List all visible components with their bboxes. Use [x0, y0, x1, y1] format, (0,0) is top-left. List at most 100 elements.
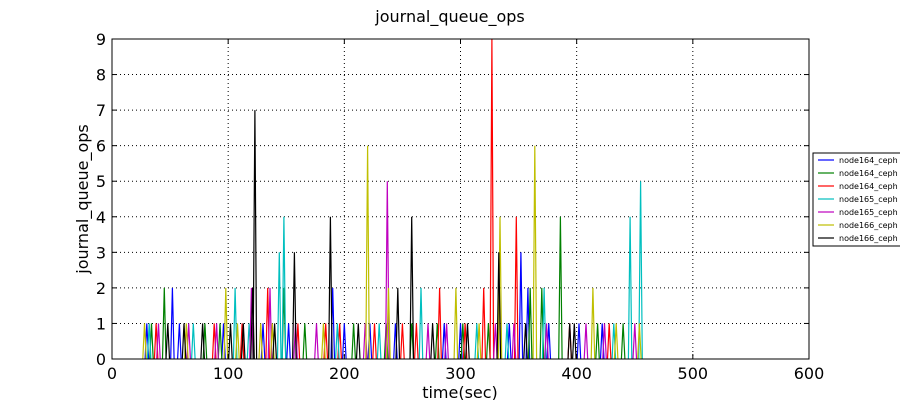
series-spike: [223, 287, 229, 360]
series-spike: [572, 323, 577, 360]
series-spike: [386, 287, 391, 360]
y-tick-label: 7: [96, 101, 106, 120]
legend: node164_ceph node164_ceph node164_cephnode…: [812, 152, 900, 247]
x-tick-label: 300: [445, 364, 476, 383]
y-tick-label: 5: [96, 172, 106, 191]
series-spike: [328, 216, 333, 360]
series-spike: [637, 323, 642, 360]
series-spike: [258, 323, 263, 360]
series-spike: [249, 287, 254, 360]
series-spike: [513, 216, 519, 360]
series-spike: [504, 323, 510, 360]
x-tick-label: 600: [794, 364, 825, 383]
legend-label: node166_ceph: [839, 234, 898, 243]
series-spike: [235, 323, 240, 360]
series-spike: [590, 287, 596, 360]
grid-lines: [111, 38, 810, 360]
series-spike: [481, 287, 487, 360]
series-spike: [342, 323, 347, 360]
series-6: [142, 145, 642, 360]
y-tick-label: 3: [96, 243, 106, 262]
series-spike: [518, 252, 524, 360]
series-spike: [335, 323, 340, 360]
series-spike: [272, 323, 277, 360]
axis-ticks: 0 100 200 300 400 500 600 0 1 2 3 4 5 6 7 8 9: [96, 30, 824, 383]
series-spike: [430, 323, 435, 360]
series-spike: [292, 252, 297, 360]
series-spike: [418, 287, 424, 360]
series-spike: [365, 145, 370, 360]
series-spike: [493, 323, 498, 360]
series-spike: [200, 323, 205, 360]
series-spike: [321, 323, 326, 360]
x-tick-label: 500: [678, 364, 709, 383]
series-spike: [620, 323, 626, 360]
series-spike: [376, 323, 382, 360]
series-spike: [613, 323, 619, 360]
series-spike: [239, 323, 245, 360]
series-spike: [214, 323, 219, 360]
series-spike: [476, 323, 482, 360]
series-3: [153, 38, 612, 360]
series-spike: [511, 323, 517, 360]
series-spike: [576, 323, 582, 360]
y-tick-label: 0: [96, 350, 106, 369]
series-spike: [544, 323, 549, 360]
series-spike: [276, 252, 282, 360]
legend-label: node165_ceph: [839, 195, 898, 204]
series-spike: [281, 216, 287, 360]
series-spike: [177, 323, 182, 360]
series-spike: [395, 287, 401, 360]
series-spike: [240, 323, 246, 360]
series-spike: [355, 323, 361, 360]
series-spike: [191, 323, 196, 360]
chart-title: journal_queue_ops: [374, 7, 524, 27]
series-spike: [351, 323, 356, 360]
y-tick-label: 4: [96, 208, 106, 227]
y-tick-label: 9: [96, 30, 106, 49]
series-spike: [314, 323, 319, 360]
x-tick-label: 200: [329, 364, 360, 383]
legend-label: node164_ceph: [839, 182, 898, 191]
series-1: [144, 252, 605, 360]
series-spike: [497, 216, 503, 360]
y-tick-label: 8: [96, 66, 106, 85]
series-spike: [606, 323, 612, 360]
series-spike: [400, 323, 405, 360]
series-spike: [486, 323, 491, 360]
series-spike: [558, 216, 563, 360]
series-spike: [146, 323, 152, 360]
series-spike: [286, 323, 291, 360]
series-spike: [602, 323, 607, 360]
x-axis-label: time(sec): [422, 383, 498, 400]
series-spike: [496, 252, 502, 360]
series-spike: [632, 323, 638, 360]
legend-label: node164_ceph: [839, 169, 898, 178]
series-spike: [409, 216, 415, 360]
series-spike: [489, 38, 495, 360]
series-spike: [161, 287, 167, 360]
series-7: [165, 110, 577, 360]
series-spike: [523, 323, 528, 360]
y-axis-label: journal_queue_ops: [73, 124, 93, 274]
series-spike: [527, 287, 533, 360]
series-spike: [444, 323, 449, 360]
series-spike: [302, 323, 308, 360]
x-tick-label: 100: [213, 364, 244, 383]
series-spike: [414, 323, 419, 360]
y-tick-label: 2: [96, 279, 106, 298]
y-tick-label: 1: [96, 314, 106, 333]
series-spike: [638, 181, 643, 360]
series-spike: [217, 323, 223, 360]
series-spike: [142, 323, 147, 360]
series-spike: [627, 216, 633, 360]
legend-label: node164_ceph: [839, 156, 898, 165]
x-tick-label: 0: [107, 364, 117, 383]
series-spike: [425, 323, 431, 360]
series-spike: [453, 287, 459, 360]
legend-label: node165_ceph: [839, 208, 898, 217]
series-spike: [170, 287, 175, 360]
plot-series: [142, 38, 643, 360]
series-spike: [228, 323, 233, 360]
